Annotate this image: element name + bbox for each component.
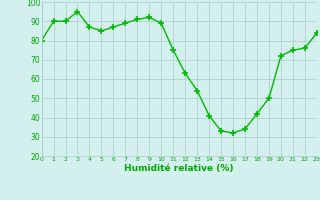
X-axis label: Humidité relative (%): Humidité relative (%) [124,164,234,173]
